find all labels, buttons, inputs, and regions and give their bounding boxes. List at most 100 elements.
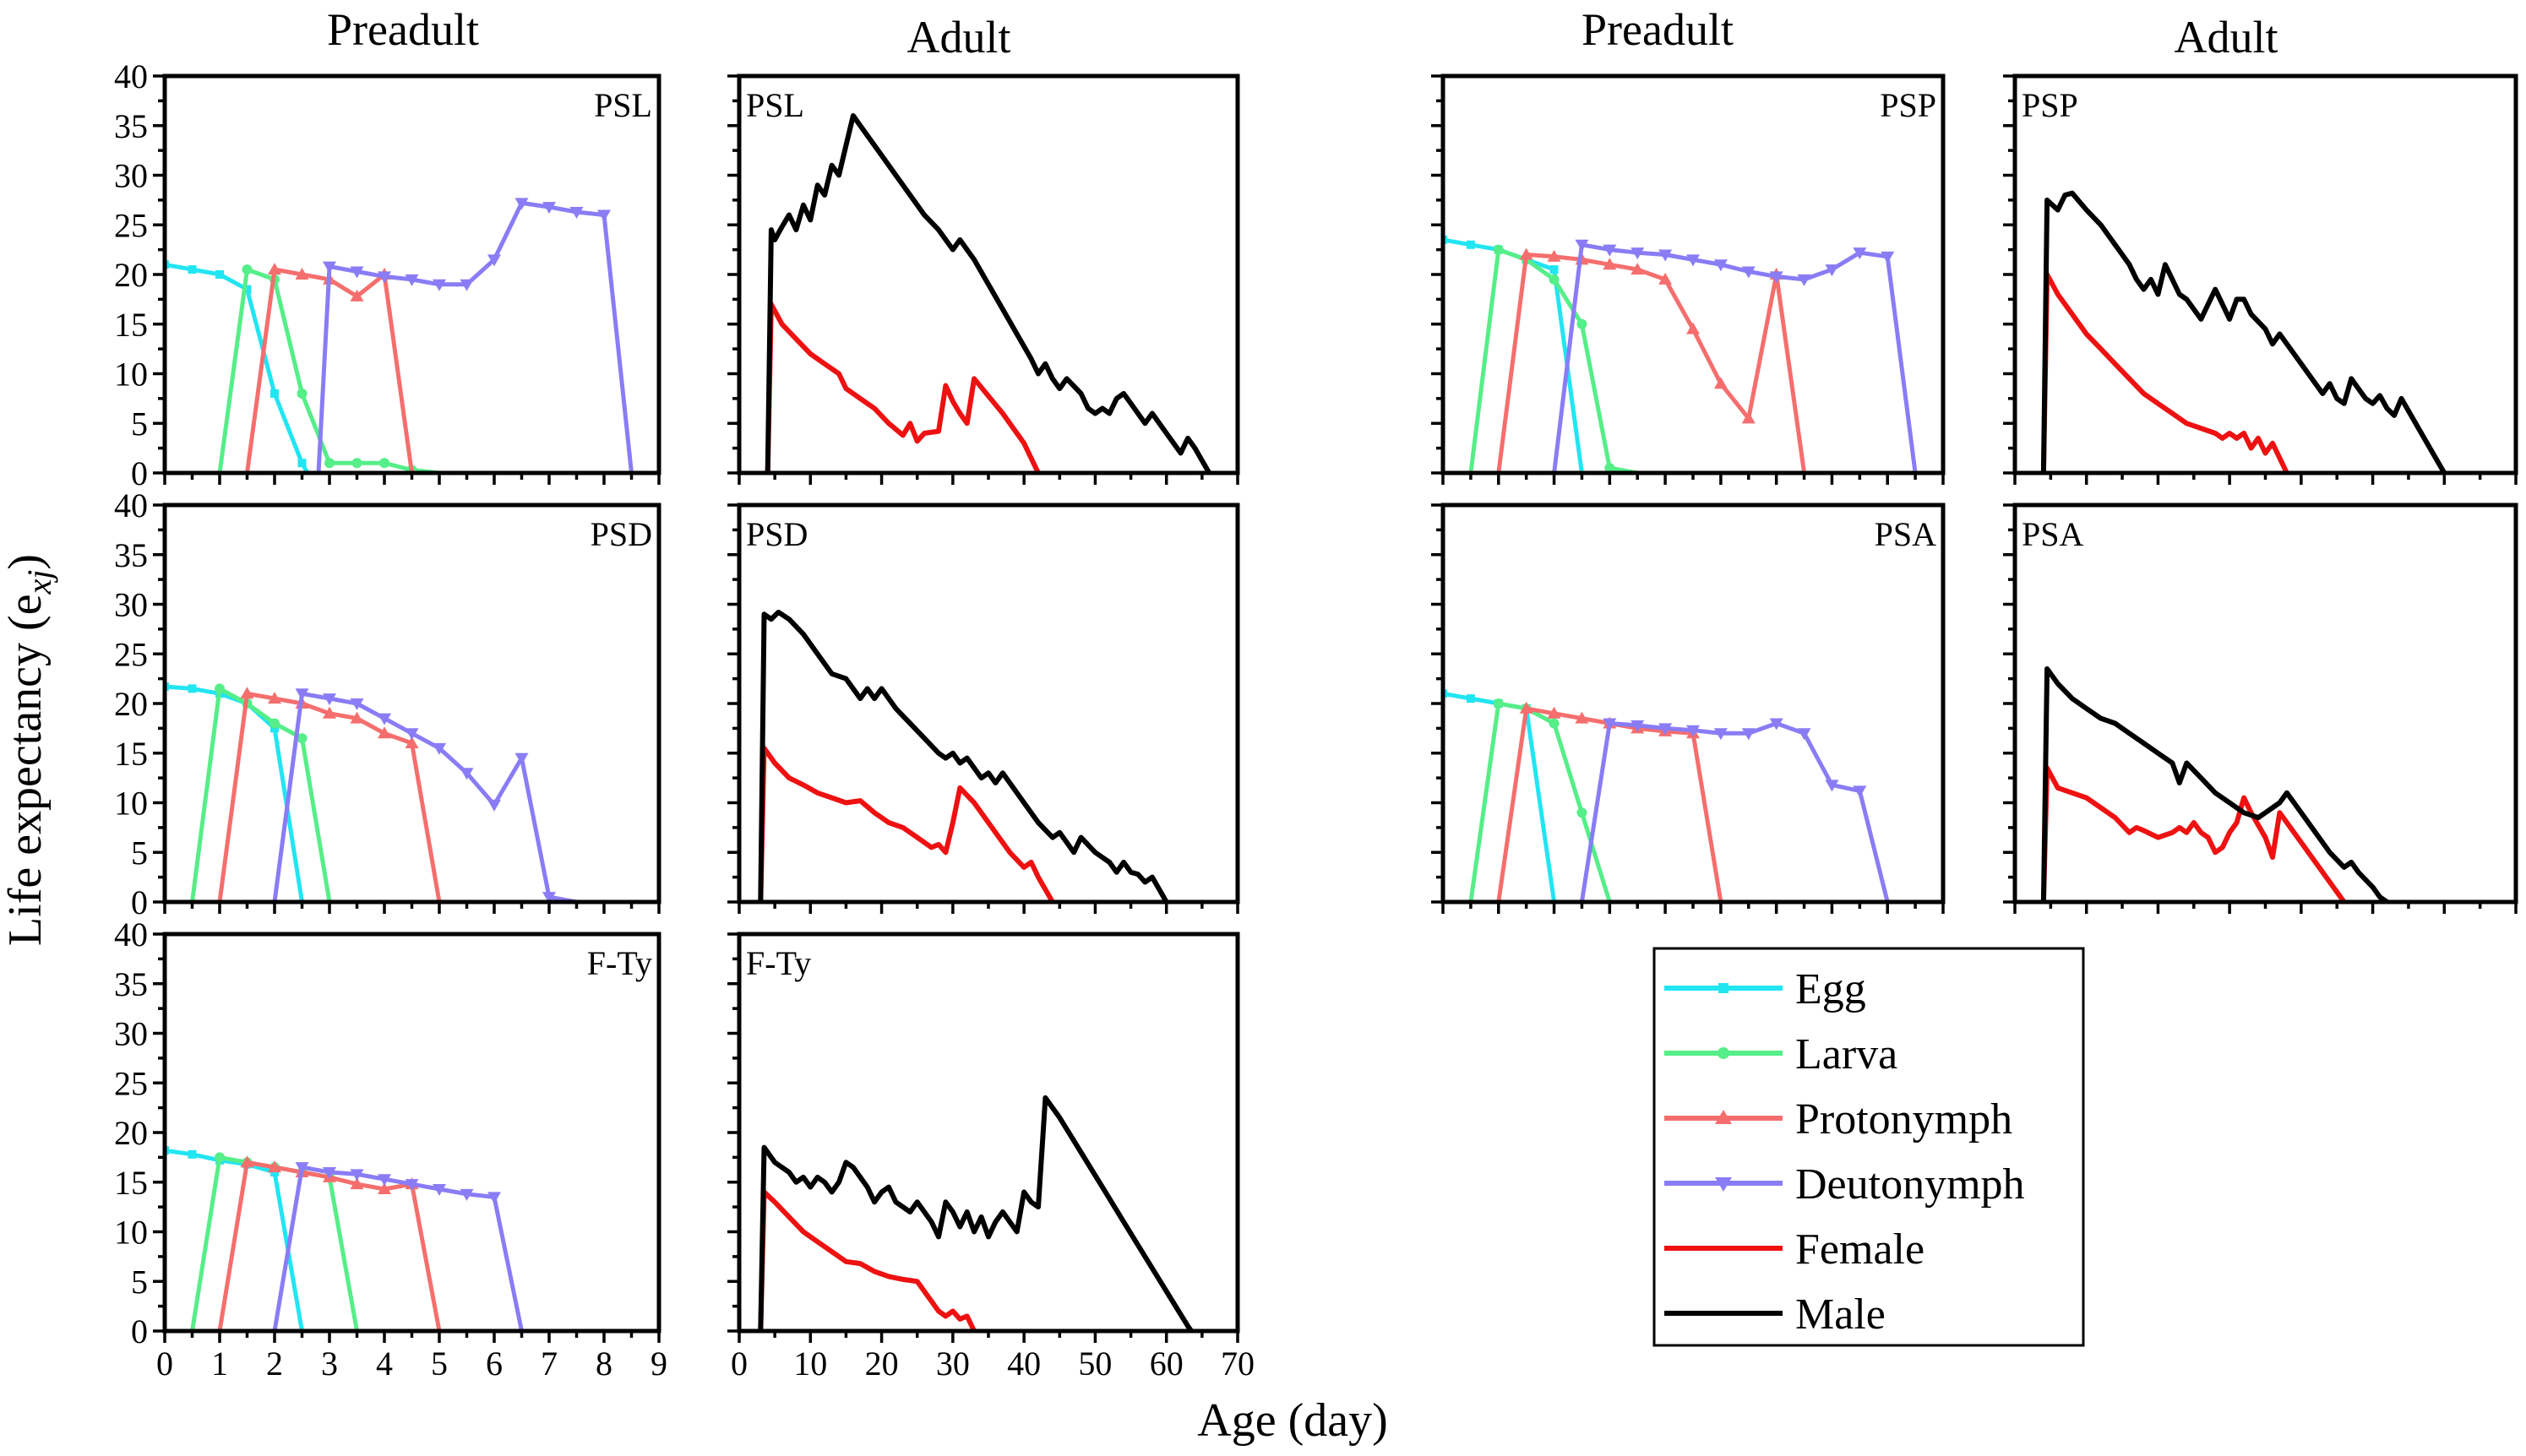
y-tick-label: 0 <box>131 1312 148 1350</box>
point-deutonymph <box>542 892 556 902</box>
point-protonymph <box>350 289 364 302</box>
legend-label: Protonymph <box>1795 1095 2012 1144</box>
point-deutonymph <box>1686 254 1700 267</box>
point-larva <box>324 458 335 469</box>
y-tick-label: 30 <box>114 157 148 195</box>
series-protonymph-line <box>1496 253 1807 473</box>
point-egg <box>1466 694 1475 704</box>
point-larva <box>379 458 389 469</box>
point-larva <box>1576 318 1587 329</box>
point-larva <box>1493 698 1504 709</box>
point-protonymph <box>240 1155 254 1168</box>
legend-marker <box>1718 983 1728 993</box>
point-egg <box>188 265 197 274</box>
x-tick-label: 0 <box>156 1345 173 1383</box>
point-larva <box>215 683 225 694</box>
point-larva <box>297 388 308 399</box>
point-protonymph <box>240 687 254 699</box>
x-tick-label: 9 <box>651 1345 667 1383</box>
point-deutonymph <box>487 254 501 267</box>
point-deutonymph <box>514 198 529 210</box>
x-tick-label: 50 <box>1078 1345 1112 1383</box>
legend-frame <box>1652 947 2085 1347</box>
legend-label: Egg <box>1795 965 1866 1013</box>
y-tick-label: 0 <box>131 883 148 921</box>
x-axis-label: Age (day) <box>1197 1394 1387 1447</box>
y-tick-label: 20 <box>114 685 148 723</box>
series-male-line <box>2040 666 2389 902</box>
series-female-line <box>765 302 1041 473</box>
legend-marker <box>1715 1177 1732 1192</box>
series-protonymph-line <box>217 691 442 902</box>
panel-frame <box>737 73 1240 475</box>
point-deutonymph <box>1658 249 1673 262</box>
panel-frame <box>162 73 661 475</box>
point-egg <box>215 270 224 279</box>
x-tick-label: 0 <box>731 1345 748 1383</box>
y-tick-label: 5 <box>131 1263 148 1301</box>
point-deutonymph <box>1741 728 1756 741</box>
point-larva <box>1576 807 1587 818</box>
series-female-line <box>758 1189 977 1331</box>
point-protonymph <box>1658 272 1673 285</box>
point-deutonymph <box>460 768 474 780</box>
panel-PSP-adult: PSP <box>2003 73 2518 485</box>
point-deutonymph <box>1825 264 1839 277</box>
point-deutonymph <box>295 1162 309 1175</box>
panel-PSL-adult: PSL <box>727 73 1240 485</box>
point-protonymph <box>1603 258 1617 270</box>
y-tick-label: 0 <box>131 454 148 492</box>
point-deutonymph <box>433 742 446 755</box>
point-deutonymph <box>350 698 364 710</box>
x-tick-label: 8 <box>596 1345 612 1383</box>
y-tick-label: 20 <box>114 1114 148 1152</box>
series-male-line <box>758 609 1169 902</box>
y-tick-label: 30 <box>114 1015 148 1053</box>
x-tick-label: 70 <box>1221 1345 1255 1383</box>
series-deutonymph-line <box>1579 721 1890 902</box>
legend-item-larva: Larva <box>1664 1030 1897 1078</box>
point-deutonymph <box>405 1179 419 1192</box>
point-deutonymph <box>1769 271 1783 284</box>
point-deutonymph <box>1825 780 1839 792</box>
point-protonymph <box>1686 322 1700 334</box>
point-deutonymph <box>350 266 364 279</box>
point-larva <box>215 1152 225 1163</box>
point-deutonymph <box>378 271 391 284</box>
y-tick-label: 10 <box>114 785 148 823</box>
legend-label: Deutonymph <box>1795 1160 2025 1209</box>
legend-marker <box>1718 1047 1729 1059</box>
series-egg-line <box>1443 691 1557 902</box>
x-tick-label: 4 <box>376 1345 393 1383</box>
series-egg-line <box>165 1148 304 1331</box>
point-deutonymph <box>1658 723 1673 736</box>
x-tick-label: 30 <box>936 1345 970 1383</box>
panel-frame <box>2012 73 2518 475</box>
point-larva <box>1493 244 1504 255</box>
point-protonymph <box>1575 711 1589 724</box>
point-larva <box>351 458 362 469</box>
legend-label: Female <box>1795 1225 1924 1274</box>
y-tick-label: 30 <box>114 586 148 624</box>
panel-PSD-preadult: 0 5 10 15 20 25 30 35 40 PSD <box>114 486 661 921</box>
series-larva-line <box>190 686 332 902</box>
y-tick-label: 20 <box>114 256 148 294</box>
panel-frame <box>1440 503 1946 905</box>
series-egg-line <box>165 684 304 902</box>
point-deutonymph <box>1603 244 1617 257</box>
col-title-preadult-2: Preadult <box>1581 4 1734 55</box>
x-tick-label: 10 <box>793 1345 827 1383</box>
y-tick-label: 15 <box>114 1164 148 1202</box>
x-tick-label: 20 <box>865 1345 899 1383</box>
y-tick-label: 15 <box>114 735 148 773</box>
point-deutonymph <box>1630 247 1645 260</box>
x-tick-label: 7 <box>541 1345 558 1383</box>
legend-item-deutonymph: Deutonymph <box>1664 1160 2025 1209</box>
y-tick-label: 40 <box>114 915 148 953</box>
point-deutonymph <box>542 202 556 215</box>
point-deutonymph <box>1797 728 1811 741</box>
panel-frame <box>737 932 1240 1334</box>
point-deutonymph <box>1686 725 1700 737</box>
point-protonymph <box>378 726 391 739</box>
